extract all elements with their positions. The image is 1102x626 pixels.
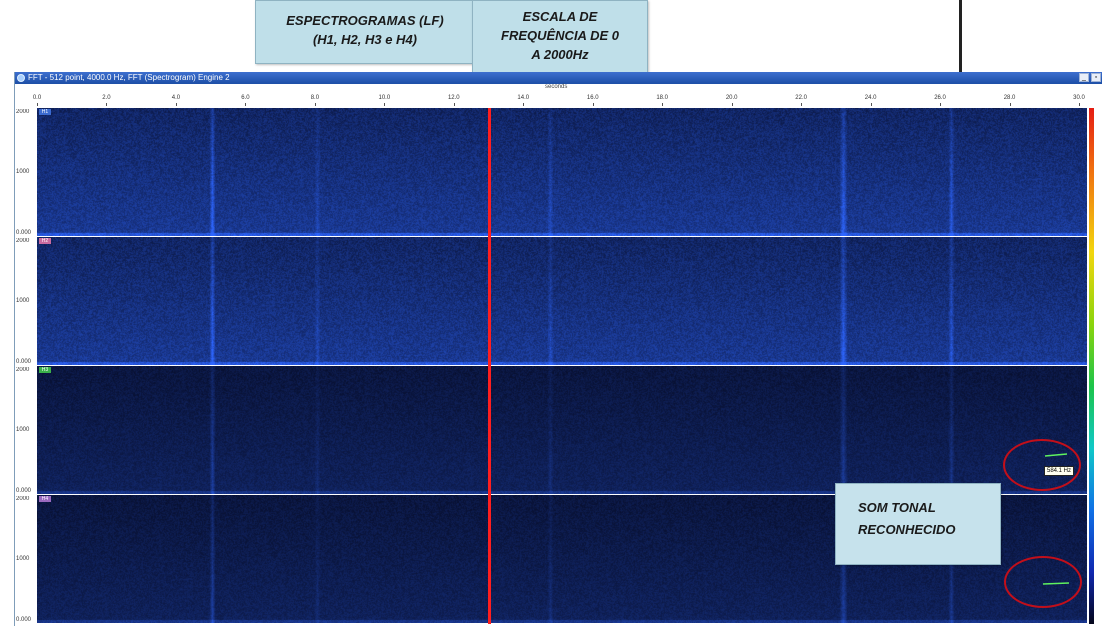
y-tick-label: 2000 [16,496,30,502]
x-tick-label: 12.0 [447,95,460,101]
x-tick-mark [801,103,803,106]
color-scale-bar [1089,108,1094,624]
x-tick-label: 24.0 [864,95,877,101]
spectrograms-callout: ESPECTROGRAMAS (LF) (H1, H2, H3 e H4) [255,0,475,64]
y-tick-label: 1000 [16,298,30,304]
spectrogram-canvas [37,366,1087,494]
x-tick-mark [662,103,664,106]
x-tick-label: 30.0 [1073,95,1085,101]
spectrograms-callout-line-1: ESPECTROGRAMAS (LF) [286,13,444,28]
x-tick-mark [1009,103,1011,106]
y-tick-label: 0.000 [16,488,32,494]
frequency-scale-callout-line-1: ESCALA DE [522,9,598,24]
spectrogram-panel[interactable]: H2 [37,237,1087,365]
y-tick-label: 2000 [16,367,30,373]
minimize-button[interactable]: _ [1079,73,1089,82]
y-tick-label: 0.000 [16,230,32,236]
x-tick-mark [245,103,247,106]
channel-label: H4 [39,496,51,502]
x-tick-label: 0.0 [32,95,42,101]
x-tick-mark [314,103,316,106]
x-tick-label: 4.0 [171,95,181,101]
divider-bar [959,0,962,72]
x-tick-label: 2.0 [102,95,111,101]
x-tick-mark [523,103,525,106]
y-tick-label: 1000 [16,556,30,562]
y-tick-label: 0.000 [16,359,32,365]
tonal-sound-callout-line-1: SOM TONAL [858,500,936,515]
x-tick-mark [175,103,177,106]
tone-highlight-ring-h4 [1004,556,1082,608]
x-tick-mark [940,103,942,106]
x-tick-mark [106,103,108,106]
x-tick-mark [384,103,386,106]
y-tick-label: 1000 [16,169,30,175]
x-tick-mark [453,103,455,106]
window-title: FFT - 512 point, 4000.0 Hz, FFT (Spectro… [28,73,230,82]
x-tick-mark [37,103,38,106]
time-cursor-line[interactable] [488,108,491,624]
app-icon [17,74,25,82]
tone-highlight-ring-h3 [1003,439,1081,491]
x-tick-label: 20.0 [725,95,738,101]
y-tick-label: 2000 [16,109,30,115]
x-tick-label: 16.0 [586,95,599,101]
x-tick-label: 22.0 [795,95,807,101]
x-tick-label: 28.0 [1003,95,1016,101]
spectrogram-panel[interactable]: H1 [37,108,1087,236]
x-axis-title: seconds [545,84,568,90]
frequency-readout: 584.1 Hz [1044,466,1075,476]
y-tick-label: 0.000 [16,617,32,623]
channel-label: H2 [39,238,51,244]
x-tick-label: 18.0 [656,95,669,101]
tonal-sound-callout: SOM TONAL RECONHECIDO [835,483,1001,565]
frequency-scale-callout-line-3: A 2000Hz [531,47,589,62]
frequency-scale-callout-line-2: FREQUÊNCIA DE 0 [501,28,619,43]
spectrogram-panel[interactable]: H3 [37,366,1087,494]
x-tick-label: 14.0 [517,95,530,101]
channel-label: H3 [39,367,51,373]
tonal-sound-callout-line-2: RECONHECIDO [858,522,956,537]
spectrograms-callout-line-2: (H1, H2, H3 e H4) [312,32,418,47]
y-tick-label: 1000 [16,427,30,433]
x-tick-mark [1079,103,1080,106]
restore-button[interactable]: ▫ [1091,73,1101,82]
y-tick-label: 2000 [16,238,30,244]
frequency-scale-callout: ESCALA DE FREQUÊNCIA DE 0 A 2000Hz [472,0,648,74]
x-tick-label: 26.0 [934,95,946,101]
channel-label: H1 [39,109,51,115]
title-bar[interactable]: FFT - 512 point, 4000.0 Hz, FFT (Spectro… [15,72,1102,84]
x-tick-label: 6.0 [241,95,250,101]
x-tick-mark [592,103,594,106]
x-tick-mark [731,103,733,106]
spectrogram-canvas [37,108,1087,236]
spectrogram-canvas [37,237,1087,365]
x-tick-mark [870,103,872,106]
x-tick-label: 8.0 [310,95,320,101]
x-tick-label: 10.0 [378,95,391,101]
